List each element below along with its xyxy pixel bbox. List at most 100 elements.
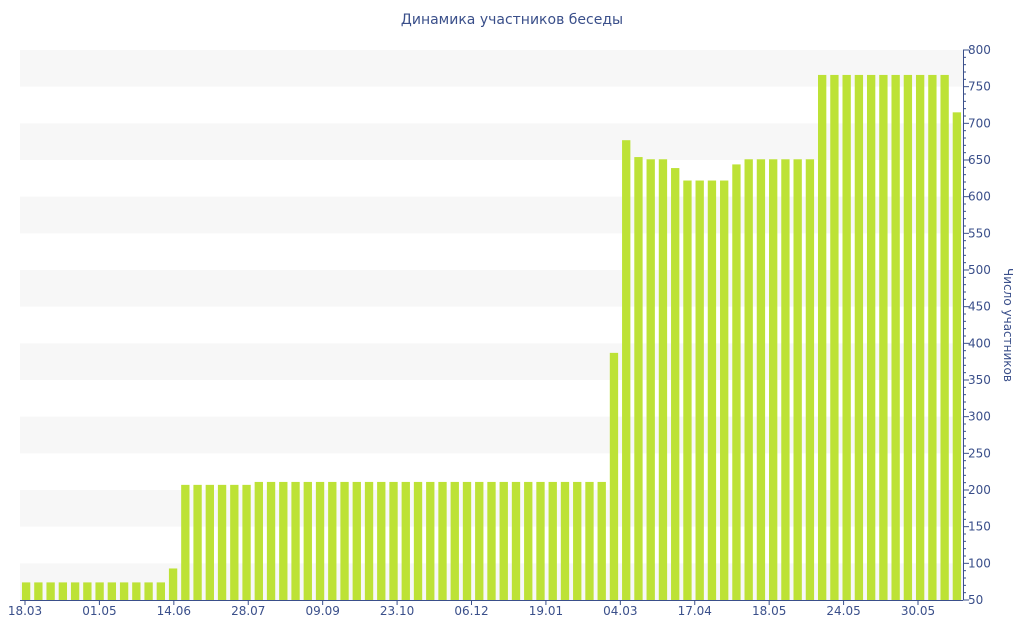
bar	[573, 481, 582, 600]
bar	[364, 481, 374, 600]
y-axis-title: Число участников	[1001, 268, 1015, 382]
bar	[450, 481, 459, 600]
bar	[95, 582, 104, 600]
x-tick-label: 04.03	[603, 604, 637, 618]
bar	[144, 582, 153, 600]
bar	[879, 74, 888, 600]
y-tick-label: 50	[968, 593, 983, 607]
bar	[622, 140, 631, 600]
bar	[671, 168, 680, 601]
x-tick-label: 24.05	[826, 604, 860, 618]
bar	[597, 481, 606, 600]
y-tick-label: 300	[968, 410, 991, 424]
bar	[536, 481, 545, 600]
bar	[487, 481, 496, 600]
x-tick-label: 18.05	[752, 604, 786, 618]
bar	[438, 481, 447, 600]
bar	[940, 74, 949, 600]
bar	[156, 582, 166, 600]
bar	[181, 484, 190, 600]
bar	[842, 74, 851, 600]
x-tick-label: 28.07	[231, 604, 265, 618]
bar	[548, 481, 557, 600]
bar	[462, 481, 472, 600]
bar	[83, 582, 92, 600]
bar	[266, 481, 276, 600]
bar	[352, 481, 361, 600]
bar	[915, 74, 925, 600]
y-tick-label: 800	[968, 43, 991, 57]
bar	[720, 180, 729, 601]
bar	[609, 352, 619, 600]
grid-band	[20, 123, 963, 160]
bar	[193, 484, 202, 600]
x-tick-label: 19.01	[529, 604, 563, 618]
y-tick-label: 250	[968, 446, 991, 460]
bar	[328, 481, 337, 600]
y-tick-label: 600	[968, 190, 991, 204]
bar	[413, 481, 423, 600]
bar	[658, 159, 668, 600]
bar	[303, 481, 312, 600]
bar	[524, 481, 533, 600]
y-tick-label: 100	[968, 556, 991, 570]
bar	[854, 74, 864, 600]
y-tick-label: 650	[968, 153, 991, 167]
bar	[475, 481, 484, 600]
bar	[70, 582, 80, 600]
x-tick-label: 06.12	[454, 604, 488, 618]
bar	[511, 481, 521, 600]
bar	[230, 484, 239, 600]
bar	[952, 112, 962, 600]
x-tick-label: 30.05	[901, 604, 935, 618]
bar	[242, 484, 251, 600]
bar	[781, 159, 790, 600]
y-tick-label: 750	[968, 80, 991, 94]
bar	[21, 582, 31, 600]
bar	[205, 484, 214, 600]
bar	[34, 582, 43, 600]
x-tick-label: 23.10	[380, 604, 414, 618]
x-tick-label: 17.04	[678, 604, 712, 618]
bar	[817, 74, 827, 600]
y-tick-label: 500	[968, 263, 991, 277]
bar	[58, 582, 68, 600]
bar	[756, 159, 766, 600]
y-tick-label: 400	[968, 336, 991, 350]
bar	[119, 582, 129, 600]
bar	[340, 481, 349, 600]
x-tick-label: 18.03	[8, 604, 42, 618]
bar	[830, 74, 839, 600]
bar	[426, 481, 435, 600]
bar	[217, 484, 227, 600]
bar	[107, 582, 117, 600]
bar	[499, 481, 508, 600]
bar	[695, 180, 704, 601]
bar	[646, 159, 655, 600]
chart-title: Динамика участников беседы	[400, 12, 624, 28]
y-tick-label: 450	[968, 300, 991, 314]
x-tick-label: 01.05	[82, 604, 116, 618]
bar	[291, 481, 300, 600]
bar	[903, 74, 913, 600]
bar	[805, 159, 815, 600]
bar	[707, 180, 717, 601]
bar	[928, 74, 937, 600]
y-tick-label: 200	[968, 483, 991, 497]
bar	[891, 74, 900, 600]
y-tick-label: 150	[968, 520, 991, 534]
grid-band	[20, 50, 963, 87]
bar	[279, 481, 288, 600]
bar	[560, 481, 570, 600]
y-tick-label: 700	[968, 116, 991, 130]
bar	[793, 159, 802, 600]
bar	[377, 481, 386, 600]
x-tick-label: 09.09	[305, 604, 339, 618]
y-tick-label: 350	[968, 373, 991, 387]
bar	[866, 74, 876, 600]
y-tick-label: 550	[968, 226, 991, 240]
bar	[585, 481, 594, 600]
bar	[683, 180, 692, 601]
